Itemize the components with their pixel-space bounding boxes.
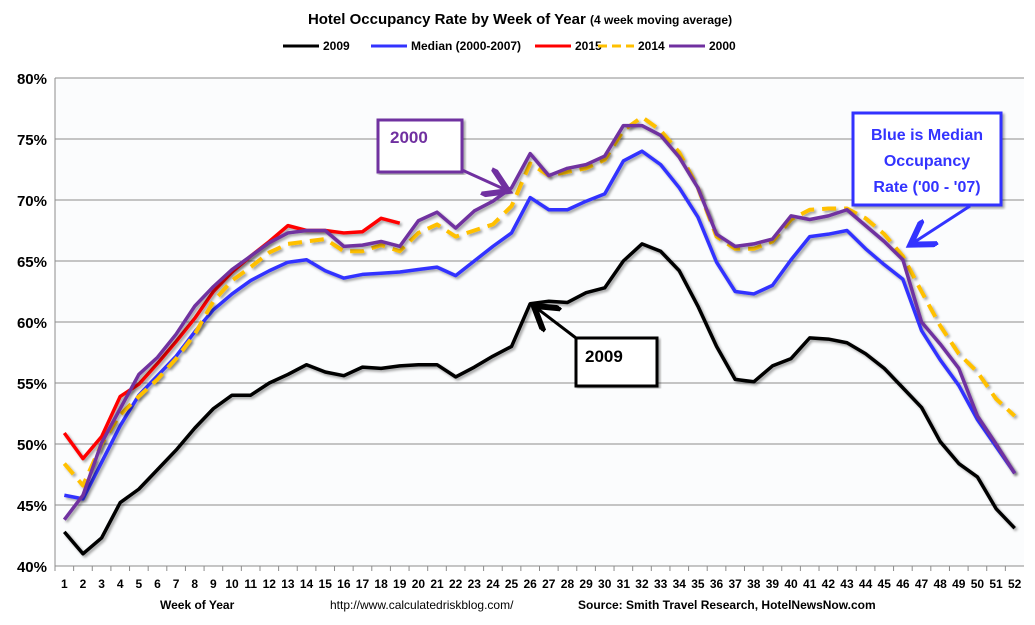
x-tick-label: 41 <box>803 577 817 591</box>
x-tick-label: 1 <box>61 577 68 591</box>
annotation-arrow <box>461 170 506 190</box>
y-tick-label: 80% <box>17 71 47 88</box>
x-tick-label: 39 <box>766 577 780 591</box>
legend-label: 2014 <box>638 39 665 53</box>
x-tick-label: 37 <box>728 577 742 591</box>
source-credit: Source: Smith Travel Research, HotelNews… <box>578 598 876 612</box>
x-tick-label: 25 <box>505 577 519 591</box>
y-tick-label: 40% <box>17 559 47 576</box>
y-tick-label: 65% <box>17 254 47 271</box>
series-line-2015 <box>62 216 401 461</box>
legend: 2009 Median (2000-2007) 2015 2014 2000 <box>283 39 736 53</box>
x-tick-label: 28 <box>561 577 575 591</box>
series-line-2014 <box>62 115 1017 488</box>
legend-label: 2000 <box>709 39 736 53</box>
x-tick-label: 34 <box>673 577 687 591</box>
x-tick-label: 13 <box>281 577 295 591</box>
y-tick-label: 75% <box>17 132 47 149</box>
x-tick-label: 45 <box>878 577 892 591</box>
x-tick-label: 4 <box>117 577 124 591</box>
x-tick-label: 15 <box>319 577 333 591</box>
annotation-box-2000 <box>376 118 464 174</box>
series-line-median <box>63 149 1017 501</box>
x-tick-label: 3 <box>98 577 105 591</box>
x-tick-label: 51 <box>989 577 1003 591</box>
x-tick-label: 32 <box>635 577 649 591</box>
legend-label: 2009 <box>323 39 350 53</box>
x-tick-label: 36 <box>710 577 724 591</box>
x-tick-label: 52 <box>1008 577 1022 591</box>
x-tick-label: 24 <box>486 577 500 591</box>
x-tick-label: 47 <box>915 577 929 591</box>
legend-label: 2015 <box>575 39 602 53</box>
annotation-text: 2009 <box>585 347 623 366</box>
series-line-2000 <box>62 123 1017 521</box>
annotation-arrow <box>536 308 577 340</box>
x-tick-label: 48 <box>933 577 947 591</box>
x-tick-label: 42 <box>822 577 836 591</box>
x-tick-label: 43 <box>840 577 854 591</box>
x-tick-label: 5 <box>136 577 143 591</box>
y-tick-label: 60% <box>17 315 47 332</box>
annotation-text: Occupancy <box>884 153 970 170</box>
x-tick-label: 14 <box>300 577 314 591</box>
annotation-arrow <box>913 204 971 243</box>
x-tick-label: 35 <box>691 577 705 591</box>
x-tick-label: 6 <box>154 577 161 591</box>
x-tick-label: 7 <box>173 577 180 591</box>
annotation-text: 2000 <box>390 128 428 147</box>
x-tick-label: 49 <box>952 577 966 591</box>
x-tick-label: 38 <box>747 577 761 591</box>
x-tick-label: 11 <box>244 577 257 591</box>
y-tick-label: 55% <box>17 376 47 393</box>
x-tick-label: 26 <box>524 577 538 591</box>
x-tick-label: 30 <box>598 577 612 591</box>
x-tick-label: 2 <box>80 577 87 591</box>
x-axis-label: Week of Year <box>160 598 235 612</box>
x-tick-label: 23 <box>468 577 482 591</box>
x-tick-label: 20 <box>412 577 426 591</box>
x-tick-label: 8 <box>191 577 198 591</box>
x-tick-label: 22 <box>449 577 463 591</box>
x-tick-label: 19 <box>393 577 407 591</box>
annotation-box-median <box>851 111 1003 207</box>
source-url: http://www.calculatedriskblog.com/ <box>330 598 514 612</box>
x-tick-label: 44 <box>859 577 873 591</box>
annotation-box-2009 <box>574 336 659 388</box>
annotation-text: Rate ('00 - '07) <box>873 179 980 196</box>
x-tick-label: 12 <box>263 577 277 591</box>
legend-label: Median (2000-2007) <box>411 39 521 53</box>
x-tick-label: 16 <box>337 577 351 591</box>
x-tick-label: 10 <box>225 577 239 591</box>
x-tick-label: 46 <box>896 577 910 591</box>
annotation-text: Blue is Median <box>871 127 983 144</box>
chart-title: Hotel Occupancy Rate by Week of Year (4 … <box>308 11 732 28</box>
y-tick-label: 70% <box>17 193 47 210</box>
x-tick-label: 18 <box>374 577 388 591</box>
y-tick-label: 45% <box>17 498 47 515</box>
x-tick-label: 27 <box>542 577 556 591</box>
x-tick-label: 9 <box>210 577 217 591</box>
x-tick-label: 50 <box>971 577 985 591</box>
x-tick-label: 31 <box>617 577 631 591</box>
x-tick-label: 40 <box>784 577 798 591</box>
y-tick-label: 50% <box>17 437 47 454</box>
x-tick-label: 29 <box>579 577 593 591</box>
x-tick-label: 21 <box>430 577 444 591</box>
x-tick-label: 33 <box>654 577 668 591</box>
x-tick-label: 17 <box>356 577 370 591</box>
